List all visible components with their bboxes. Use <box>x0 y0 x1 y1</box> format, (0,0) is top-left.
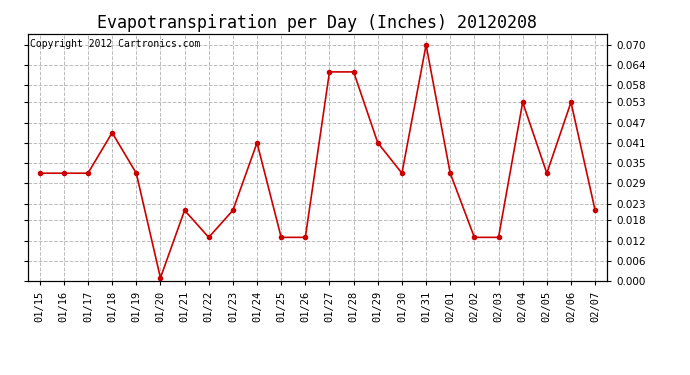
Title: Evapotranspiration per Day (Inches) 20120208: Evapotranspiration per Day (Inches) 2012… <box>97 14 538 32</box>
Text: Copyright 2012 Cartronics.com: Copyright 2012 Cartronics.com <box>30 39 201 49</box>
